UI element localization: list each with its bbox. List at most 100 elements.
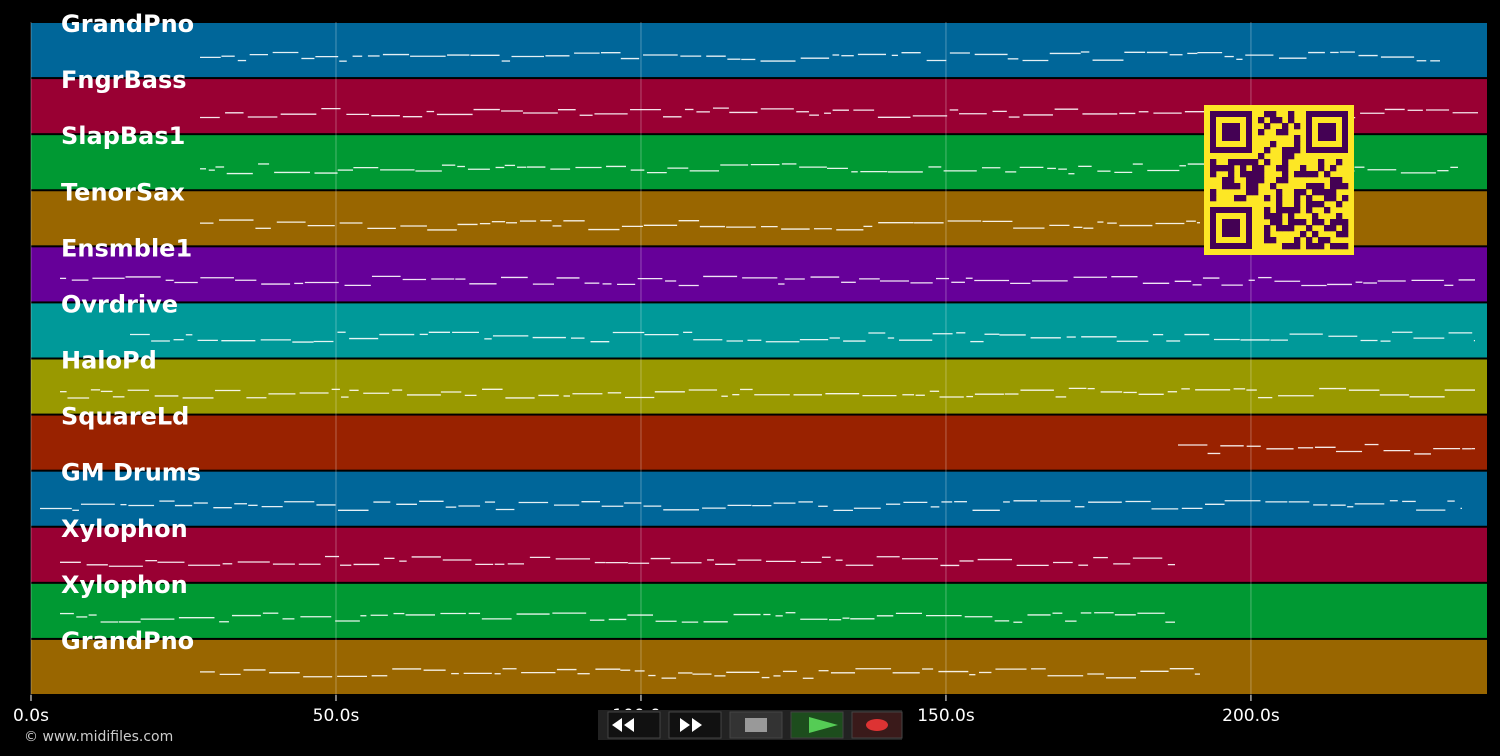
qr-module <box>1300 189 1307 196</box>
qr-module <box>1294 135 1301 142</box>
track-lane <box>31 583 1487 638</box>
qr-module <box>1342 219 1349 226</box>
qr-module <box>1246 171 1253 178</box>
forward-button[interactable] <box>668 711 722 739</box>
qr-module <box>1282 159 1289 166</box>
qr-module <box>1222 177 1229 184</box>
qr-module <box>1210 165 1217 172</box>
qr-module <box>1342 195 1349 202</box>
stop-button[interactable] <box>729 711 783 739</box>
qr-module <box>1318 243 1325 250</box>
qr-module <box>1312 189 1319 196</box>
qr-module <box>1282 153 1289 160</box>
qr-module <box>1336 177 1343 184</box>
qr-module <box>1222 183 1229 190</box>
qr-module <box>1288 225 1295 232</box>
qr-module <box>1282 171 1289 178</box>
qr-module <box>1222 165 1229 172</box>
qr-module <box>1294 195 1301 202</box>
qr-finder <box>1318 123 1336 141</box>
qr-module <box>1288 243 1295 250</box>
track-lane <box>31 247 1487 302</box>
qr-module <box>1264 213 1271 220</box>
qr-module <box>1336 213 1343 220</box>
track-lane <box>31 527 1487 582</box>
qr-module <box>1276 213 1283 220</box>
qr-module <box>1282 147 1289 154</box>
track-labels: GrandPno FngrBass SlapBas1 TenorSax Ensmble1… <box>61 10 201 655</box>
qr-module <box>1306 201 1313 208</box>
qr-module <box>1318 219 1325 226</box>
qr-module <box>1312 171 1319 178</box>
qr-module <box>1330 195 1337 202</box>
qr-module <box>1276 201 1283 208</box>
record-button[interactable] <box>851 711 903 739</box>
qr-module <box>1318 201 1325 208</box>
qr-module <box>1210 171 1217 178</box>
qr-module <box>1300 219 1307 226</box>
qr-module <box>1318 189 1325 196</box>
qr-module <box>1312 243 1319 250</box>
qr-module <box>1276 129 1283 136</box>
qr-finder <box>1222 123 1240 141</box>
qr-module <box>1300 165 1307 172</box>
qr-module <box>1210 195 1217 202</box>
qr-module <box>1324 195 1331 202</box>
qr-module <box>1210 189 1217 196</box>
qr-module <box>1270 237 1277 244</box>
qr-module <box>1282 165 1289 172</box>
qr-module <box>1288 219 1295 226</box>
qr-module <box>1324 225 1331 232</box>
qr-module <box>1294 219 1301 226</box>
qr-module <box>1282 177 1289 184</box>
qr-module <box>1264 207 1271 214</box>
track-name: GM Drums <box>61 459 201 487</box>
qr-module <box>1258 153 1265 160</box>
rewind-button[interactable] <box>607 711 661 739</box>
qr-module <box>1264 225 1271 232</box>
qr-module <box>1306 207 1313 214</box>
qr-module <box>1234 183 1241 190</box>
track-name: GrandPno <box>61 10 194 38</box>
track-lane <box>31 23 1487 78</box>
qr-module <box>1264 159 1271 166</box>
qr-module <box>1276 219 1283 226</box>
track-name: SlapBas1 <box>61 122 185 150</box>
qr-module <box>1234 159 1241 166</box>
qr-module <box>1258 165 1265 172</box>
qr-module <box>1294 189 1301 196</box>
qr-module <box>1228 177 1235 184</box>
qr-module <box>1228 165 1235 172</box>
qr-module <box>1252 165 1259 172</box>
qr-module <box>1246 183 1253 190</box>
qr-module <box>1342 225 1349 232</box>
qr-module <box>1246 177 1253 184</box>
qr-module <box>1330 225 1337 232</box>
qr-module <box>1228 159 1235 166</box>
qr-module <box>1306 237 1313 244</box>
qr-module <box>1258 129 1265 136</box>
qr-module <box>1276 225 1283 232</box>
qr-module <box>1300 171 1307 178</box>
qr-module <box>1336 219 1343 226</box>
track-lane <box>31 639 1487 694</box>
qr-module <box>1276 207 1283 214</box>
qr-module <box>1312 183 1319 190</box>
play-button[interactable] <box>790 711 844 739</box>
track-name: TenorSax <box>61 178 185 206</box>
qr-module <box>1216 165 1223 172</box>
qr-module <box>1342 243 1349 250</box>
qr-module <box>1312 213 1319 220</box>
track-name: HaloPd <box>61 347 157 375</box>
qr-module <box>1264 231 1271 238</box>
qr-module <box>1228 183 1235 190</box>
qr-module <box>1336 183 1343 190</box>
qr-module <box>1336 159 1343 166</box>
track-lane <box>31 415 1487 470</box>
qr-module <box>1294 123 1301 130</box>
qr-module <box>1288 213 1295 220</box>
qr-module <box>1276 195 1283 202</box>
x-tick-label: 150.0s <box>917 706 975 726</box>
qr-module <box>1312 219 1319 226</box>
qr-module <box>1318 165 1325 172</box>
